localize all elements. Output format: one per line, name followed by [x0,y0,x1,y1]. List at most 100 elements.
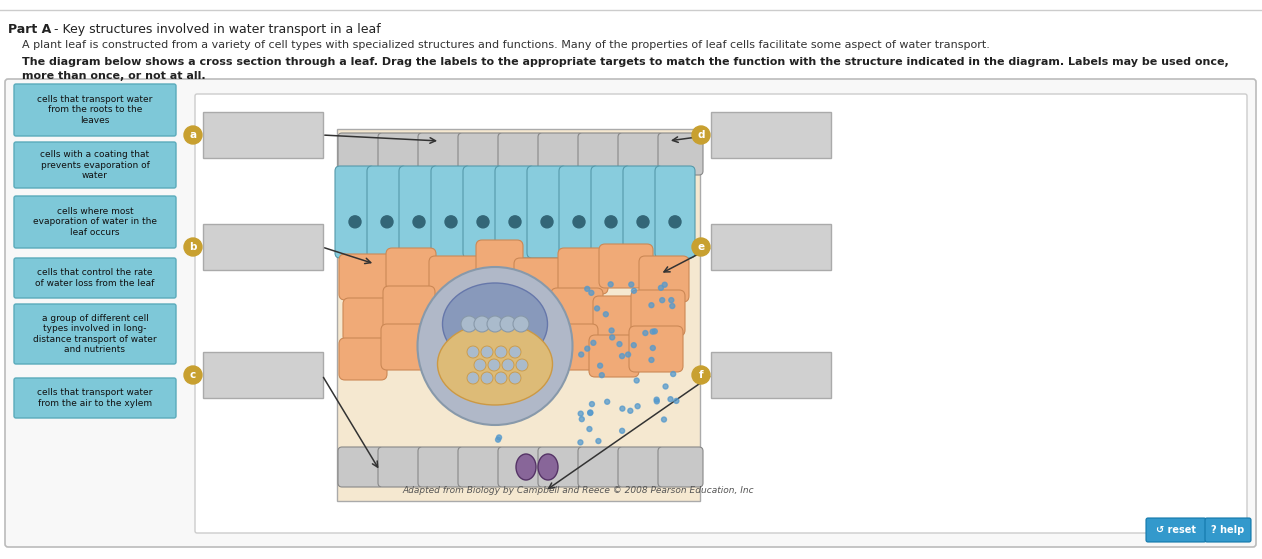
Circle shape [512,316,529,332]
FancyBboxPatch shape [599,244,652,288]
FancyBboxPatch shape [337,129,700,501]
Text: b: b [189,242,197,252]
FancyBboxPatch shape [511,294,562,338]
Circle shape [516,359,528,371]
Circle shape [670,372,675,377]
Circle shape [631,343,636,348]
FancyBboxPatch shape [618,447,663,487]
Circle shape [661,417,666,422]
Circle shape [584,286,589,291]
FancyBboxPatch shape [618,133,663,175]
FancyBboxPatch shape [551,288,603,334]
Text: cells that transport water
from the air to the xylem: cells that transport water from the air … [38,389,153,408]
FancyBboxPatch shape [418,133,463,175]
FancyBboxPatch shape [538,447,583,487]
Text: Adapted from Biology by Campbell and Reece © 2008 Pearson Education, Inc: Adapted from Biology by Campbell and Ree… [403,486,755,495]
Circle shape [502,359,514,371]
Ellipse shape [538,454,558,480]
Text: The diagram below shows a cross section through a leaf. Drag the labels to the a: The diagram below shows a cross section … [21,57,1229,67]
Circle shape [509,346,521,358]
Circle shape [637,216,649,228]
Circle shape [579,416,584,421]
Circle shape [660,297,665,302]
Circle shape [467,346,480,358]
Circle shape [594,306,599,311]
Circle shape [578,440,583,445]
FancyBboxPatch shape [379,133,423,175]
FancyBboxPatch shape [591,166,631,258]
Circle shape [669,297,674,302]
FancyBboxPatch shape [339,338,387,380]
Circle shape [617,342,622,347]
Ellipse shape [418,267,573,425]
Circle shape [598,363,603,368]
FancyBboxPatch shape [203,112,323,158]
FancyBboxPatch shape [1146,518,1206,542]
FancyBboxPatch shape [338,447,382,487]
FancyBboxPatch shape [381,324,433,370]
Circle shape [589,290,594,295]
FancyBboxPatch shape [546,324,598,370]
FancyBboxPatch shape [476,240,522,284]
Circle shape [659,285,664,290]
Circle shape [579,352,584,357]
FancyBboxPatch shape [528,166,567,258]
FancyBboxPatch shape [14,378,175,418]
FancyBboxPatch shape [386,248,435,290]
Circle shape [596,439,601,443]
FancyBboxPatch shape [203,224,323,270]
Text: e: e [698,242,704,252]
FancyBboxPatch shape [711,112,830,158]
Circle shape [652,329,658,334]
FancyBboxPatch shape [382,286,435,332]
FancyBboxPatch shape [559,166,599,258]
Text: cells where most
evaporation of water in the
leaf occurs: cells where most evaporation of water in… [33,207,156,237]
Circle shape [350,216,361,228]
FancyBboxPatch shape [5,79,1256,547]
Circle shape [692,366,711,384]
FancyBboxPatch shape [578,447,623,487]
Circle shape [475,359,486,371]
Text: - Key structures involved in water transport in a leaf: - Key structures involved in water trans… [50,23,381,36]
FancyBboxPatch shape [589,335,639,377]
Circle shape [445,216,457,228]
Circle shape [620,406,625,411]
Circle shape [649,357,654,362]
Circle shape [588,410,593,415]
Text: a group of different cell
types involved in long-
distance transport of water
an: a group of different cell types involved… [33,314,156,354]
Circle shape [475,316,490,332]
FancyBboxPatch shape [399,166,439,258]
Circle shape [604,399,610,404]
Circle shape [184,126,202,144]
Circle shape [654,397,659,402]
FancyBboxPatch shape [623,166,663,258]
Circle shape [608,282,613,287]
Circle shape [467,372,480,384]
FancyBboxPatch shape [639,256,689,302]
FancyBboxPatch shape [538,133,583,175]
Circle shape [692,126,711,144]
Ellipse shape [516,454,536,480]
Circle shape [481,346,493,358]
FancyBboxPatch shape [14,196,175,248]
Circle shape [589,401,594,406]
Circle shape [496,437,501,442]
Circle shape [413,216,425,228]
FancyBboxPatch shape [498,447,543,487]
Circle shape [626,352,631,357]
Circle shape [584,346,589,351]
FancyBboxPatch shape [14,258,175,298]
FancyBboxPatch shape [658,447,703,487]
Circle shape [588,410,593,415]
Text: d: d [697,130,704,140]
Text: more than once, or not at all.: more than once, or not at all. [21,71,206,81]
FancyBboxPatch shape [593,296,644,340]
FancyBboxPatch shape [498,133,543,175]
FancyBboxPatch shape [495,166,535,258]
Circle shape [674,399,679,404]
FancyBboxPatch shape [338,133,382,175]
Circle shape [509,372,521,384]
FancyBboxPatch shape [334,166,375,258]
Circle shape [631,288,636,293]
Circle shape [663,384,668,389]
